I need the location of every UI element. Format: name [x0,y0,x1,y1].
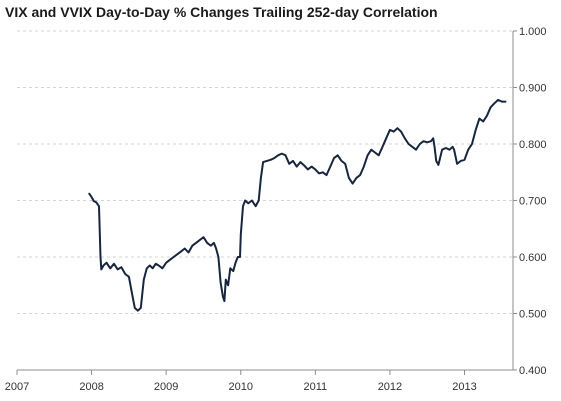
series-layer [88,98,507,312]
chart-title: VIX and VVIX Day-to-Day % Changes Traili… [5,4,438,20]
x-tick-label: 2009 [154,381,178,393]
y-tick-label: 0.600 [519,252,547,264]
tick-labels: 2007 2008 2009 2010 2011 2012 2013 0.400 0.500 0.… [5,26,547,393]
y-tick-label: 0.800 [519,139,547,151]
x-tick-label: 2010 [229,381,253,393]
y-tick-label: 0.500 [519,309,547,321]
gridlines [17,30,513,314]
y-tick-label: 0.700 [519,196,547,208]
x-tick-label: 2007 [5,381,29,393]
x-tick-label: 2011 [304,381,328,393]
x-tick-label: 2012 [378,381,402,393]
y-tick-label: 0.900 [519,83,547,95]
series-line-0 [88,98,507,312]
y-tick-label: 1.000 [519,26,547,38]
y-tick-label: 0.400 [519,365,547,377]
x-tick-label: 2008 [79,381,103,393]
axes [16,30,517,375]
x-tick-label: 2013 [452,381,476,393]
